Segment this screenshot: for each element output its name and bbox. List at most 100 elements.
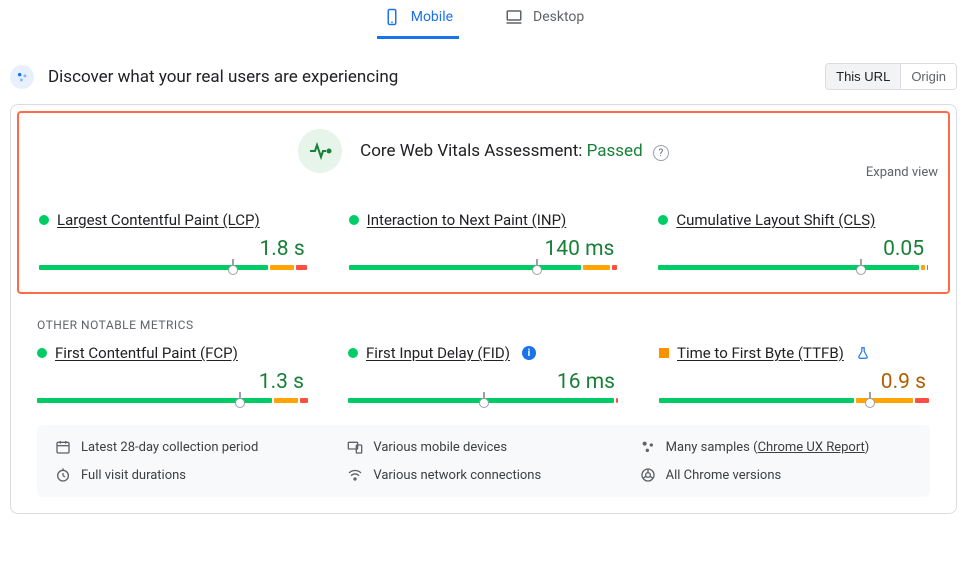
footer-durations: Full visit durations: [55, 467, 327, 483]
scope-this-url-button[interactable]: This URL: [826, 64, 900, 89]
footer-network: Various network connections: [347, 467, 619, 483]
assessment-status: Passed: [587, 141, 643, 161]
metric-title: Cumulative Layout Shift (CLS): [658, 211, 928, 229]
distribution-bar: [37, 398, 308, 403]
mobile-icon: [383, 8, 401, 26]
tab-mobile-label: Mobile: [411, 9, 453, 25]
bar-segment: [921, 265, 925, 270]
assessment-label: Core Web Vitals Assessment:: [360, 141, 587, 161]
footer-period: Latest 28-day collection period: [55, 439, 327, 455]
percentile-marker: [866, 392, 874, 408]
bar-segment: [659, 398, 854, 403]
calendar-icon: [55, 439, 71, 455]
tab-desktop[interactable]: Desktop: [499, 0, 590, 39]
metric-title: First Input Delay (FID) i: [348, 344, 619, 362]
core-metric: Cumulative Layout Shift (CLS) 0.05: [658, 211, 928, 270]
status-dot-icon: [658, 215, 668, 225]
core-metric: Interaction to Next Paint (INP) 140 ms: [349, 211, 619, 270]
flask-icon[interactable]: [856, 346, 870, 360]
percentile-marker: [229, 259, 237, 275]
footer-versions-text: All Chrome versions: [666, 468, 782, 483]
metric-value: 0.05: [658, 237, 924, 261]
other-metrics-row: First Contentful Paint (FCP) 1.3 s First I…: [11, 338, 956, 425]
bar-segment: [612, 265, 617, 270]
status-dot-icon: [37, 348, 47, 358]
core-metrics-row: Largest Contentful Paint (LCP) 1.8 s Inter…: [39, 211, 928, 270]
bar-segment: [616, 398, 619, 403]
expand-view-link[interactable]: Expand view: [866, 165, 938, 180]
status-dot-icon: [39, 215, 49, 225]
distribution-bar: [659, 398, 930, 403]
metric-title: First Contentful Paint (FCP): [37, 344, 308, 362]
bar-segment: [915, 398, 929, 403]
metric-name[interactable]: Largest Contentful Paint (LCP): [57, 211, 260, 229]
footer-info: Latest 28-day collection period Various …: [37, 425, 930, 497]
metric-name[interactable]: First Contentful Paint (FCP): [55, 344, 238, 362]
crux-report-link[interactable]: Chrome UX Report: [758, 440, 865, 455]
assessment-row: Core Web Vitals Assessment: Passed ?: [39, 129, 928, 173]
other-metric: Time to First Byte (TTFB) 0.9 s: [659, 344, 930, 403]
distribution-bar: [349, 265, 619, 270]
metric-name[interactable]: First Input Delay (FID): [366, 344, 510, 362]
metric-value: 140 ms: [349, 237, 615, 261]
footer-samples-text: Many samples (Chrome UX Report): [666, 440, 870, 455]
distribution-bar: [658, 265, 928, 270]
scope-toggle: This URL Origin: [825, 63, 957, 90]
percentile-marker: [857, 259, 865, 275]
bar-segment: [583, 265, 610, 270]
status-square-icon: [659, 348, 669, 358]
metric-name[interactable]: Interaction to Next Paint (INP): [367, 211, 567, 229]
scope-origin-button[interactable]: Origin: [900, 64, 956, 89]
footer-period-text: Latest 28-day collection period: [81, 440, 258, 455]
status-dot-icon: [349, 215, 359, 225]
bar-segment: [658, 265, 918, 270]
metric-value: 0.9 s: [659, 370, 926, 394]
footer-devices: Various mobile devices: [347, 439, 619, 455]
core-metric: Largest Contentful Paint (LCP) 1.8 s: [39, 211, 309, 270]
footer-network-text: Various network connections: [373, 468, 541, 483]
info-icon[interactable]: i: [522, 346, 536, 360]
samples-icon: [640, 439, 656, 455]
bar-segment: [300, 398, 308, 403]
other-metrics-label: OTHER NOTABLE METRICS: [11, 300, 956, 338]
metric-value: 1.3 s: [37, 370, 304, 394]
percentile-marker: [236, 392, 244, 408]
metric-title: Time to First Byte (TTFB): [659, 344, 930, 362]
chrome-icon: [640, 467, 656, 483]
footer-samples: Many samples (Chrome UX Report): [640, 439, 912, 455]
metric-name[interactable]: Cumulative Layout Shift (CLS): [676, 211, 875, 229]
bar-segment: [927, 265, 928, 270]
bar-segment: [270, 265, 294, 270]
metric-value: 16 ms: [348, 370, 615, 394]
desktop-icon: [505, 8, 523, 26]
footer-devices-text: Various mobile devices: [373, 440, 507, 455]
percentile-marker: [480, 392, 488, 408]
field-data-icon: [10, 65, 34, 89]
metric-value: 1.8 s: [39, 237, 305, 261]
metric-title: Interaction to Next Paint (INP): [349, 211, 619, 229]
other-metric: First Input Delay (FID) i 16 ms: [348, 344, 619, 403]
page-title: Discover what your real users are experi…: [48, 67, 398, 87]
pulse-icon: [298, 129, 342, 173]
other-metric: First Contentful Paint (FCP) 1.3 s: [37, 344, 308, 403]
distribution-bar: [348, 398, 619, 403]
distribution-bar: [39, 265, 309, 270]
bar-segment: [296, 265, 307, 270]
footer-durations-text: Full visit durations: [81, 468, 186, 483]
percentile-marker: [533, 259, 541, 275]
core-web-vitals-section: Core Web Vitals Assessment: Passed ? Exp…: [17, 111, 950, 294]
tab-mobile[interactable]: Mobile: [377, 0, 459, 39]
assessment-text: Core Web Vitals Assessment: Passed ?: [360, 141, 669, 162]
status-dot-icon: [348, 348, 358, 358]
wifi-icon: [347, 467, 363, 483]
clock-icon: [55, 467, 71, 483]
tab-desktop-label: Desktop: [533, 9, 584, 25]
bar-segment: [349, 265, 581, 270]
header-bar: Discover what your real users are experi…: [0, 39, 967, 104]
field-data-panel: Core Web Vitals Assessment: Passed ? Exp…: [10, 104, 957, 514]
bar-segment: [274, 398, 298, 403]
metric-name[interactable]: Time to First Byte (TTFB): [677, 344, 844, 362]
metric-title: Largest Contentful Paint (LCP): [39, 211, 309, 229]
help-icon[interactable]: ?: [653, 145, 669, 161]
device-tabs: Mobile Desktop: [0, 0, 967, 39]
